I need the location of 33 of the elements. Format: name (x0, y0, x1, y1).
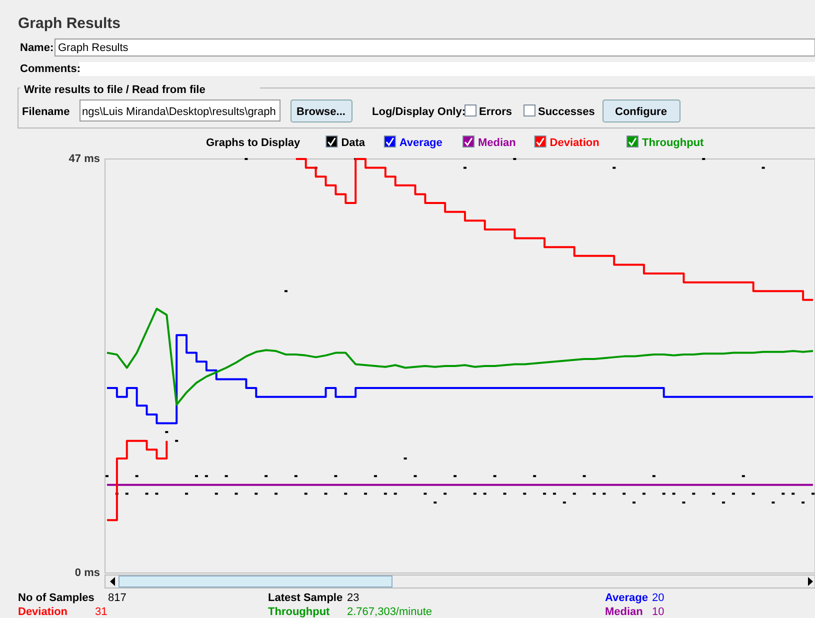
y-tick-label: 0 ms (74, 567, 100, 579)
text: Median (605, 606, 644, 618)
text: Latest Sample (268, 592, 343, 604)
text: Filename (22, 106, 70, 118)
text: Deviation (18, 606, 68, 618)
text: 20 (652, 592, 664, 604)
text: Graph Results (58, 42, 129, 54)
text: No of Samples (18, 592, 94, 604)
text: Browse... (296, 106, 346, 118)
legend-label: Median (478, 137, 516, 149)
text: Comments: (20, 63, 81, 75)
text: Name: (20, 42, 54, 54)
text: 2.767,303/minute (347, 606, 432, 618)
y-tick-label: 47 ms (68, 153, 100, 165)
text: 817 (108, 592, 126, 604)
text: ngs\Luis Miranda\Desktop\results\graph (82, 106, 276, 118)
text: 23 (347, 592, 360, 604)
legend-label: Throughput (642, 137, 704, 149)
line-series (106, 308, 814, 406)
legend-title: Graphs to Display (206, 137, 302, 149)
text: Throughput (268, 606, 330, 618)
text: Log/Display Only: (372, 106, 466, 118)
text: Average (605, 592, 648, 604)
legend-label: Average (399, 137, 442, 149)
text: Write results to file / Read from file (24, 84, 206, 96)
legend-label: Data (341, 137, 366, 149)
chart-title: Graph Results (18, 15, 121, 32)
text: 31 (95, 606, 108, 618)
legend-label: Deviation (550, 137, 600, 149)
text: 10 (652, 606, 664, 618)
text: Errors (479, 106, 512, 118)
text: Configure (615, 106, 667, 118)
text: Successes (538, 106, 595, 118)
